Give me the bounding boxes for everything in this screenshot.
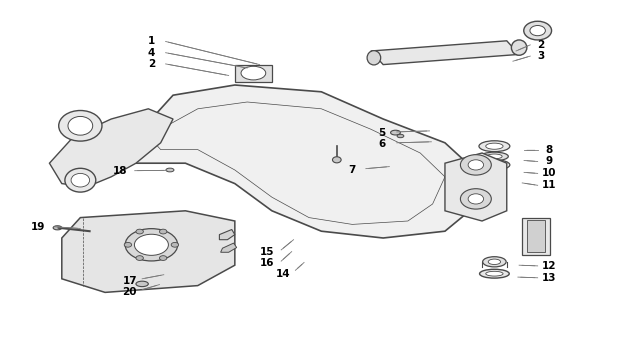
Polygon shape — [371, 41, 519, 65]
FancyBboxPatch shape — [522, 218, 550, 255]
Text: 2: 2 — [148, 59, 155, 69]
Ellipse shape — [460, 189, 491, 209]
Ellipse shape — [166, 168, 174, 172]
Ellipse shape — [480, 269, 509, 278]
Ellipse shape — [486, 271, 503, 276]
Text: 9: 9 — [545, 156, 552, 167]
Ellipse shape — [479, 141, 510, 152]
Ellipse shape — [124, 242, 132, 247]
Ellipse shape — [136, 281, 148, 287]
Text: 3: 3 — [537, 51, 544, 61]
Ellipse shape — [488, 259, 501, 265]
Text: 11: 11 — [541, 180, 556, 190]
Ellipse shape — [136, 256, 143, 260]
Text: 4: 4 — [148, 48, 155, 58]
Ellipse shape — [171, 242, 179, 247]
Ellipse shape — [241, 66, 266, 80]
Ellipse shape — [397, 134, 404, 138]
Ellipse shape — [523, 21, 551, 40]
Text: 5: 5 — [378, 128, 386, 138]
Text: 20: 20 — [122, 287, 137, 298]
Polygon shape — [62, 211, 235, 292]
Text: 7: 7 — [349, 165, 356, 175]
Polygon shape — [445, 153, 507, 221]
Ellipse shape — [159, 229, 167, 234]
FancyBboxPatch shape — [235, 65, 272, 82]
Ellipse shape — [71, 173, 90, 187]
Text: 17: 17 — [122, 276, 137, 286]
Text: 19: 19 — [31, 222, 46, 232]
Polygon shape — [124, 85, 482, 238]
Ellipse shape — [125, 229, 177, 261]
Ellipse shape — [134, 234, 168, 255]
Ellipse shape — [332, 157, 341, 163]
Text: 2: 2 — [537, 40, 544, 50]
Ellipse shape — [530, 26, 545, 36]
Ellipse shape — [511, 40, 527, 55]
Ellipse shape — [460, 155, 491, 175]
Ellipse shape — [391, 130, 400, 135]
Ellipse shape — [65, 168, 96, 192]
Polygon shape — [221, 243, 237, 252]
Text: 16: 16 — [260, 258, 274, 269]
Ellipse shape — [468, 160, 483, 170]
Polygon shape — [49, 109, 173, 187]
Text: 13: 13 — [541, 273, 556, 283]
Ellipse shape — [53, 226, 62, 230]
Text: 15: 15 — [260, 247, 274, 257]
Ellipse shape — [486, 154, 502, 159]
FancyBboxPatch shape — [527, 220, 545, 252]
Text: 14: 14 — [276, 269, 290, 279]
Text: 1: 1 — [148, 36, 155, 47]
Text: 10: 10 — [541, 168, 556, 178]
Ellipse shape — [59, 110, 102, 141]
Text: 18: 18 — [113, 166, 128, 176]
Ellipse shape — [159, 256, 167, 260]
Text: 12: 12 — [541, 261, 556, 271]
Ellipse shape — [367, 51, 381, 65]
Text: 8: 8 — [545, 145, 552, 155]
Ellipse shape — [479, 160, 510, 170]
Ellipse shape — [136, 229, 143, 234]
Ellipse shape — [68, 116, 93, 135]
Text: 6: 6 — [378, 139, 386, 149]
Ellipse shape — [486, 143, 503, 149]
Ellipse shape — [483, 257, 506, 267]
Polygon shape — [219, 230, 235, 240]
Ellipse shape — [486, 162, 503, 168]
Ellipse shape — [468, 194, 483, 204]
Ellipse shape — [481, 152, 508, 160]
